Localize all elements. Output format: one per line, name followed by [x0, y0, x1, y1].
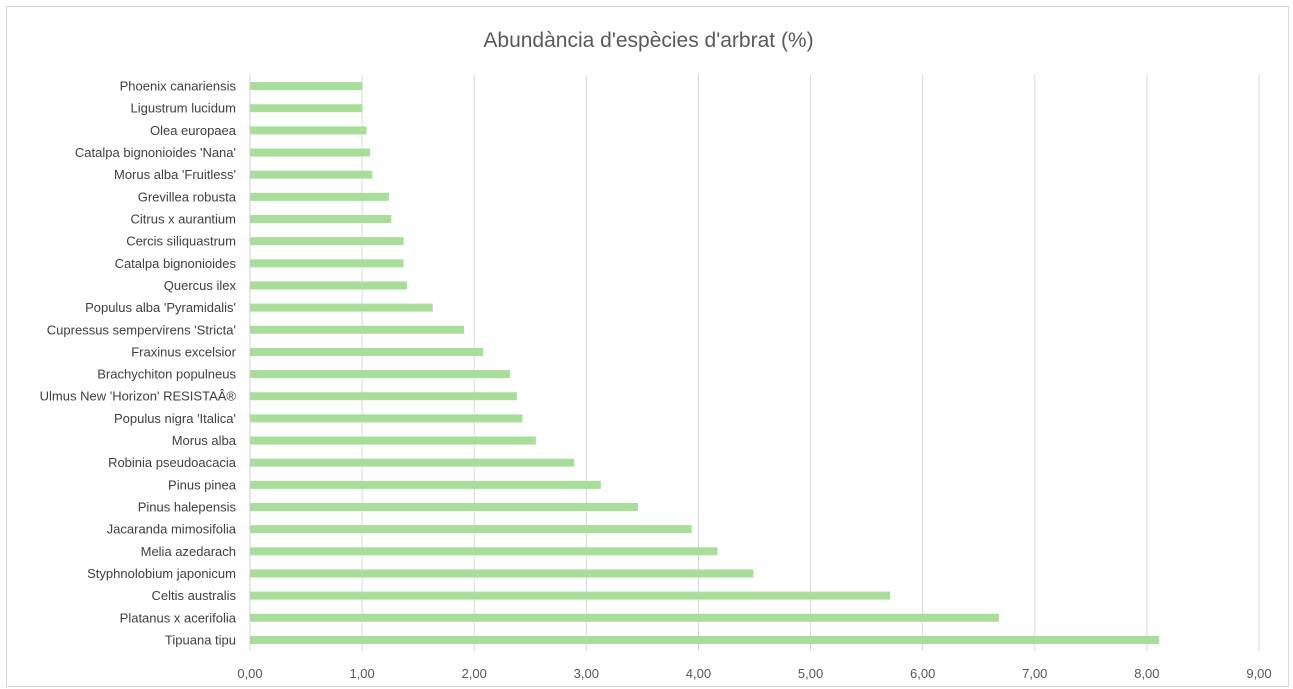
bar: [250, 348, 483, 356]
bar: [250, 614, 999, 622]
category-label: Cupressus sempervirens 'Stricta': [47, 322, 236, 337]
bar: [250, 149, 370, 157]
bar: [250, 392, 517, 400]
category-label: Populus nigra 'Italica': [114, 411, 236, 426]
category-label: Phoenix canariensis: [120, 79, 237, 94]
category-label: Ulmus New 'Horizon' RESISTAÂ®: [40, 389, 237, 404]
bar: [250, 126, 367, 134]
category-label: Brachychiton populneus: [97, 367, 236, 382]
bar-chart: Phoenix canariensis Ligustrum lucidum Olea…: [7, 7, 1290, 688]
x-tick-label: 6,00: [910, 666, 935, 681]
x-tick-label: 8,00: [1134, 666, 1159, 681]
x-tick-label: 5,00: [798, 666, 823, 681]
category-label: Catalpa bignonioides 'Nana': [75, 145, 236, 160]
bar: [250, 326, 464, 334]
category-label: Tipuana tipu: [165, 632, 236, 647]
x-tick-label: 0,00: [237, 666, 262, 681]
category-label: Grevillea robusta: [138, 189, 237, 204]
bar: [250, 459, 574, 467]
x-tick-label: 4,00: [686, 666, 711, 681]
category-labels: Phoenix canariensis Ligustrum lucidum Olea…: [40, 79, 237, 648]
gridlines: [250, 75, 1259, 651]
bar: [250, 304, 433, 312]
bar: [250, 547, 718, 555]
bar: [250, 104, 362, 112]
category-label: Celtis australis: [151, 588, 236, 603]
bar: [250, 569, 753, 577]
category-label: Jacaranda mimosifolia: [107, 522, 237, 537]
category-label: Robinia pseudoacacia: [108, 455, 237, 470]
bar: [250, 503, 638, 511]
category-label: Morus alba: [172, 433, 237, 448]
category-label: Cercis siliquastrum: [126, 234, 236, 249]
x-tick-label: 7,00: [1022, 666, 1047, 681]
category-label: Ligustrum lucidum: [131, 101, 237, 116]
bar: [250, 281, 407, 289]
category-label: Citrus x aurantium: [131, 212, 236, 227]
bar: [250, 481, 601, 489]
bar: [250, 259, 404, 267]
bars: [250, 82, 1159, 644]
bar: [250, 414, 522, 422]
category-label: Pinus halepensis: [138, 500, 237, 515]
bar: [250, 370, 510, 378]
chart-frame: Abundància d'espècies d'arbrat (%) Phoen…: [6, 6, 1289, 687]
category-label: Fraxinus excelsior: [131, 344, 236, 359]
bar: [250, 171, 372, 179]
bar: [250, 636, 1159, 644]
category-label: Styphnolobium japonicum: [87, 566, 236, 581]
bar: [250, 437, 536, 445]
category-label: Quercus ilex: [164, 278, 237, 293]
bar: [250, 215, 391, 223]
bar: [250, 592, 890, 600]
category-label: Populus alba 'Pyramidalis': [85, 300, 236, 315]
category-label: Pinus pinea: [168, 477, 237, 492]
bar: [250, 82, 362, 90]
category-label: Catalpa bignonioides: [115, 256, 237, 271]
category-label: Platanus x acerifolia: [120, 610, 237, 625]
x-tick-label: 2,00: [462, 666, 487, 681]
category-label: Morus alba 'Fruitless': [114, 167, 236, 182]
bar: [250, 193, 389, 201]
x-tick-label: 9,00: [1246, 666, 1271, 681]
bar: [250, 237, 404, 245]
x-tick-label: 3,00: [574, 666, 599, 681]
category-label: Melia azedarach: [141, 544, 236, 559]
category-label: Olea europaea: [150, 123, 237, 138]
bar: [250, 525, 692, 533]
x-axis-tick-labels: 0,00 1,00 2,00 3,00 4,00 5,00 6,00 7,00 8,00 9,00: [237, 666, 1271, 681]
x-tick-label: 1,00: [349, 666, 374, 681]
